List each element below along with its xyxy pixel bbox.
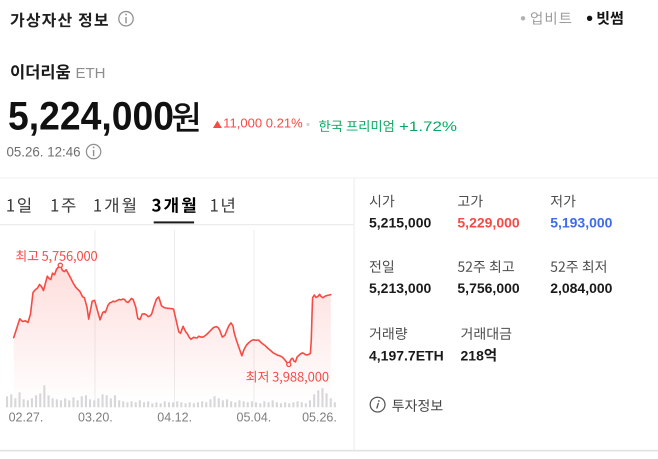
svg-text:5,193,000: 5,193,000	[550, 214, 612, 230]
svg-text:5,756,000: 5,756,000	[457, 280, 519, 296]
svg-text:5,224,000: 5,224,000	[8, 95, 174, 139]
svg-text:5,229,000: 5,229,000	[457, 214, 519, 230]
svg-text:218: 218	[461, 347, 485, 363]
svg-text:5,215,000: 5,215,000	[369, 214, 431, 230]
svg-text:ETH: ETH	[76, 65, 106, 82]
svg-text:05.26. 12:46: 05.26. 12:46	[7, 143, 81, 159]
svg-text:03.20.: 03.20.	[78, 410, 113, 424]
svg-text:11,000 0.21%: 11,000 0.21%	[223, 116, 303, 131]
svg-text:05.04.: 05.04.	[237, 410, 272, 424]
svg-text:02.27.: 02.27.	[9, 410, 44, 424]
svg-text:04.12.: 04.12.	[157, 410, 192, 424]
svg-text:05.26.: 05.26.	[302, 410, 337, 424]
svg-text:4,197.7ETH: 4,197.7ETH	[369, 347, 444, 363]
svg-text:+1.72%: +1.72%	[399, 118, 457, 134]
svg-text:5,213,000: 5,213,000	[369, 280, 431, 296]
svg-text:2,084,000: 2,084,000	[550, 280, 612, 296]
